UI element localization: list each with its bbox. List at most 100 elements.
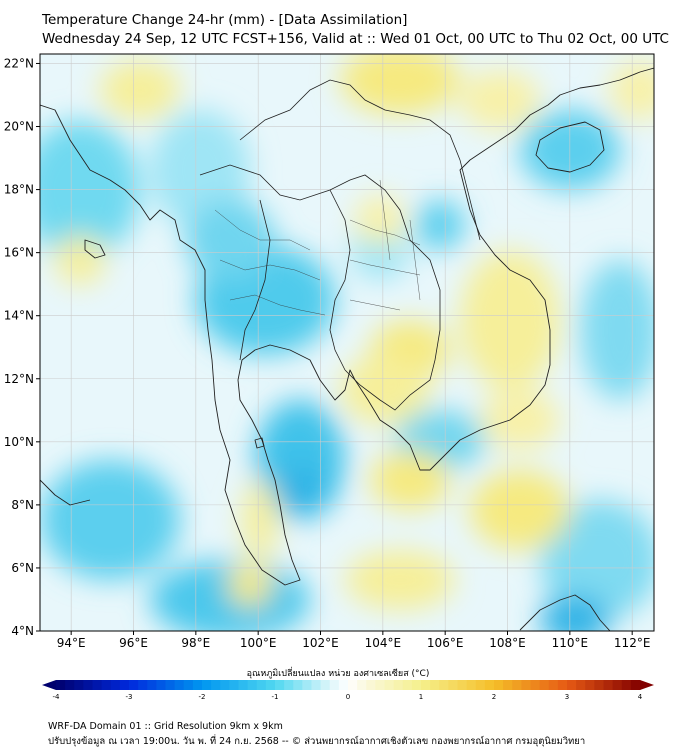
colorbar-cell: [457, 680, 468, 690]
colorbar-cell: [92, 680, 103, 690]
colorbar-cell: [320, 680, 331, 690]
colorbar-cell: [484, 680, 495, 690]
lat-tick-label: 16°N: [4, 246, 34, 260]
colorbar-cell: [293, 680, 303, 690]
colorbar-ticks: -4 -3 -2 -1 0 1 2 3 4: [53, 693, 643, 701]
colorbar-cell: [256, 680, 267, 690]
colorbar-cell: [585, 680, 595, 690]
colorbar-cell: [548, 680, 559, 690]
colorbar-cell: [329, 680, 340, 690]
lat-tick-label: 10°N: [4, 435, 34, 449]
colorbar-cell: [129, 680, 139, 690]
colorbar-cell: [138, 680, 148, 690]
lon-tick-label: 108°E: [489, 636, 526, 650]
colorbar-cell: [357, 680, 367, 690]
colorbar-cell: [393, 680, 404, 690]
colorbar-cell: [83, 680, 93, 690]
colorbar-cell: [521, 680, 531, 690]
lon-tick-label: 100°E: [240, 636, 277, 650]
coastlines: [40, 67, 654, 631]
lon-tick-label: 104°E: [365, 636, 402, 650]
temperature-map: 22°N 20°N 18°N 16°N 14°N 12°N 10°N 8°N 6°N 4°N 94…: [4, 53, 655, 650]
colorbar-cell: [448, 680, 458, 690]
colorbar-cell: [530, 680, 541, 690]
colorbar-cell: [475, 680, 486, 690]
colorbar-cell: [101, 680, 112, 690]
lat-tick-label: 4°N: [11, 624, 34, 638]
colorbar-cell: [211, 680, 221, 690]
colorbar-title: อุณหภูมิเปลี่ยนแปลง หน่วย องศาเซลเซียส (…: [246, 669, 430, 679]
colorbar-cell: [466, 680, 477, 690]
colorbar-tick-label: 0: [346, 693, 350, 701]
colorbar-cell: [421, 680, 431, 690]
colorbar-tick-label: -3: [126, 693, 133, 701]
colorbar-cell: [275, 680, 285, 690]
temperature-field: [40, 54, 654, 631]
colorbar-cell: [366, 680, 376, 690]
colorbar-tick-label: -4: [53, 693, 61, 701]
colorbar-cell: [302, 680, 312, 690]
colorbar-cell: [192, 680, 203, 690]
colorbar-tick-label: 2: [492, 693, 496, 701]
colorbar-cell: [311, 680, 322, 690]
colorbar-cell: [612, 680, 623, 690]
colorbar-cell: [384, 680, 395, 690]
lat-tick-label: 8°N: [11, 498, 34, 512]
colorbar-cell: [110, 680, 121, 690]
footer-model-info: WRF-DA Domain 01 :: Grid Resolution 9km …: [48, 721, 283, 732]
map-gridlines: [40, 54, 654, 631]
colorbar-tick-label: -2: [199, 693, 206, 701]
colorbar-cell: [183, 680, 194, 690]
colorbar-cell: [338, 680, 349, 690]
lat-tick-label: 20°N: [4, 120, 34, 134]
colorbar-cell: [594, 680, 604, 690]
lon-tick-label: 94°E: [57, 636, 86, 650]
map-title: Temperature Change 24-hr (mm) - [Data As…: [42, 12, 408, 28]
colorbar-tick-label: 3: [565, 693, 569, 701]
colorbar-cell: [174, 680, 185, 690]
colorbar-cell: [630, 680, 641, 690]
lat-tick-label: 18°N: [4, 183, 34, 197]
colorbar-cell: [238, 680, 249, 690]
lon-tick-label: 96°E: [119, 636, 148, 650]
colorbar-cell: [119, 680, 130, 690]
colorbar-cell: [348, 680, 358, 690]
lon-tick-label: 102°E: [302, 636, 339, 650]
map-subtitle: Wednesday 24 Sep, 12 UTC FCST+156, Valid…: [42, 31, 669, 47]
colorbar-cell: [156, 680, 166, 690]
lon-tick-label: 98°E: [181, 636, 210, 650]
latitude-ticks: 22°N 20°N 18°N 16°N 14°N 12°N 10°N 8°N 6°N 4°N: [4, 56, 40, 638]
colorbar-cell: [147, 680, 157, 690]
colorbar-cell: [503, 680, 513, 690]
colorbar-cell: [202, 680, 212, 690]
colorbar-cell: [65, 680, 75, 690]
colorbar-cell: [229, 680, 239, 690]
colorbar-cell: [411, 680, 422, 690]
colorbar-cell: [165, 680, 176, 690]
colorbar-cell: [439, 680, 449, 690]
country-borders: [199, 79, 481, 411]
colorbar-max-arrow: [640, 680, 654, 690]
colorbar-tick-label: 4: [638, 693, 643, 701]
province-borders: [214, 179, 421, 316]
colorbar-tick-label: 1: [419, 693, 423, 701]
lon-tick-label: 106°E: [427, 636, 464, 650]
lon-tick-label: 112°E: [614, 636, 651, 650]
colorbar-cell: [512, 680, 522, 690]
lat-tick-label: 12°N: [4, 372, 34, 386]
colorbar-cell: [56, 680, 66, 690]
lat-tick-label: 14°N: [4, 309, 34, 323]
colorbar-cell: [220, 680, 230, 690]
longitude-ticks: 94°E 96°E 98°E 100°E 102°E 104°E 106°E 108°E 110…: [57, 631, 651, 650]
colorbar-cell: [375, 680, 385, 690]
colorbar-min-arrow: [42, 680, 56, 690]
colorbar-cell: [74, 680, 84, 690]
lon-tick-label: 110°E: [552, 636, 589, 650]
colorbar-cell: [567, 680, 577, 690]
colorbar: -4 -3 -2 -1 0 1 2 3 4: [42, 680, 654, 701]
colorbar-tick-label: -1: [272, 693, 279, 701]
colorbar-cell: [576, 680, 586, 690]
colorbar-cell: [603, 680, 614, 690]
map-frame: [39, 53, 655, 632]
colorbar-cell: [621, 680, 632, 690]
